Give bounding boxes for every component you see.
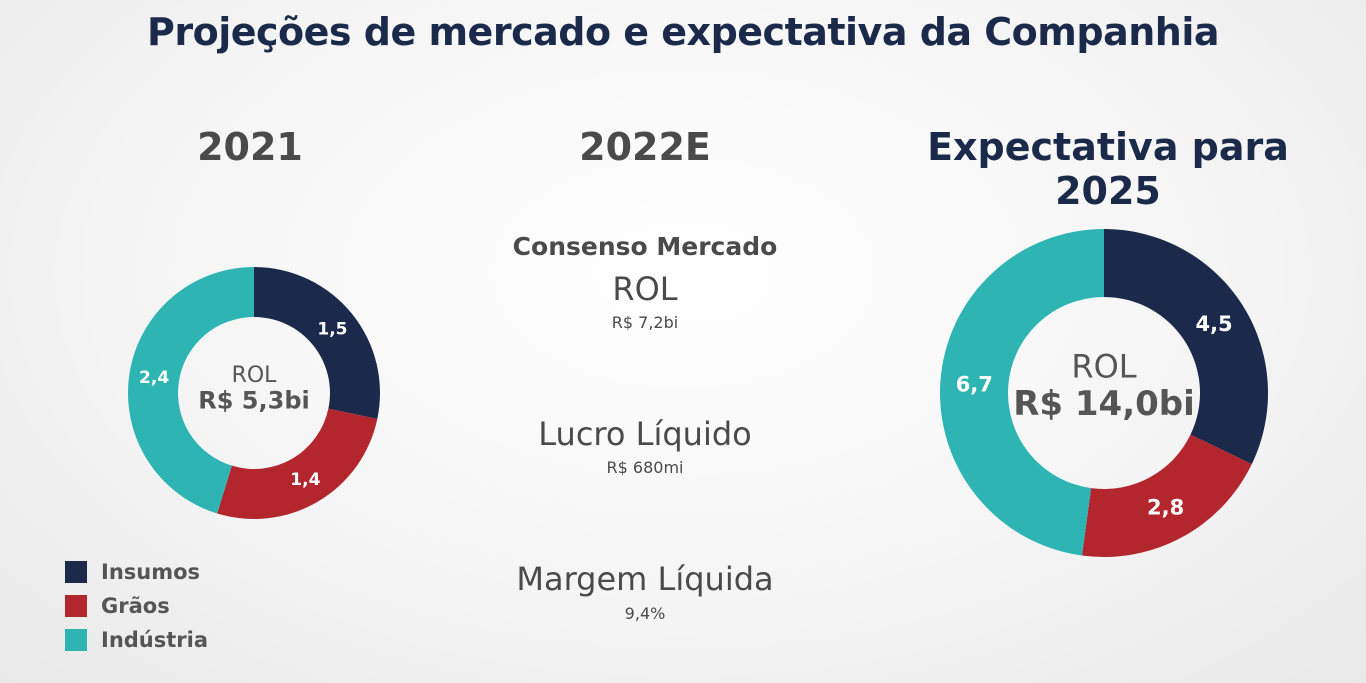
legend-label: Indústria [101,628,209,652]
rol-2022-label: ROL [612,270,678,308]
donut-slice-industria-2025 [940,229,1104,556]
legend-item-graos: Grãos [65,589,208,623]
legend-item-industria: Indústria [65,623,208,657]
column-heading-2025: Expectativa para 2025 [927,125,1289,213]
donut-slice-graos-2021 [217,408,378,519]
net-margin-label: Margem Líquida [516,560,774,598]
column-heading-2022: 2022E [579,125,711,169]
data-label-graos-2025: 2,8 [1147,495,1184,519]
center-value-2021: R$ 5,3bi [198,387,309,415]
legend-swatch-industria [65,629,87,651]
donut-slice-industria-2021 [127,267,254,514]
legend-label: Insumos [101,560,201,584]
net-margin-value: 9,4% [624,604,666,623]
page-title: Projeções de mercado e expectativa da Co… [147,10,1219,54]
legend: Insumos Grãos Indústria [65,555,208,657]
data-label-industria-2025: 6,7 [956,372,993,396]
legend-label: Grãos [101,594,170,618]
data-label-graos-2021: 1,4 [290,470,320,490]
legend-swatch-graos [65,595,87,617]
center-value-2025: R$ 14,0bi [1013,384,1195,424]
data-label-insumos-2021: 1,5 [317,319,347,339]
data-label-insumos-2025: 4,5 [1195,312,1232,336]
center-label-2021: ROL [232,363,278,388]
donut-slice-insumos-2021 [254,267,380,419]
legend-swatch-insumos [65,561,87,583]
column-heading-2021: 2021 [197,125,303,169]
data-label-industria-2021: 2,4 [139,368,169,388]
donut-slice-insumos-2025 [1104,229,1268,465]
donut-slice-graos-2025 [1081,434,1252,557]
consensus-label: Consenso Mercado [512,232,778,261]
center-label-2025: ROL [1071,348,1136,386]
legend-item-insumos: Insumos [65,555,208,589]
net-income-label: Lucro Líquido [538,415,752,453]
rol-2022-value: R$ 7,2bi [611,313,679,332]
net-income-value: R$ 680mi [606,458,684,477]
